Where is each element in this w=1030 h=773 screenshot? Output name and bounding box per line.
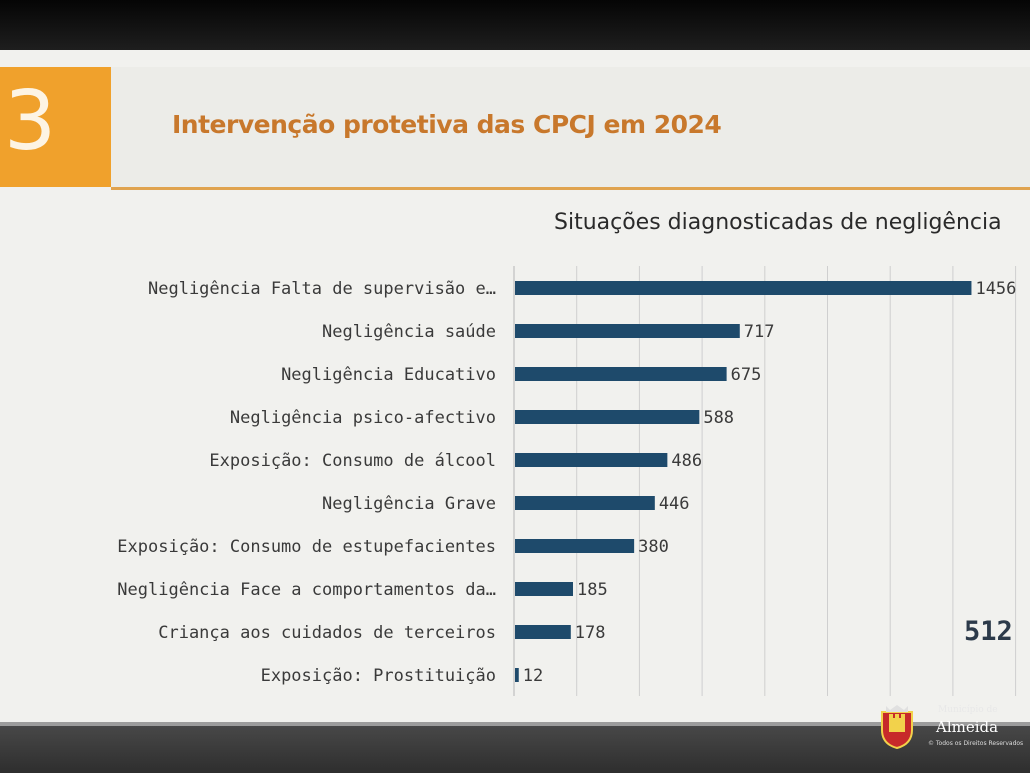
bar (515, 668, 519, 682)
bar (515, 625, 571, 639)
category-label: Negligência Grave (322, 494, 496, 514)
chart-title: Situações diagnosticadas de negligência (554, 210, 1002, 235)
category-label: Exposição: Prostituição (261, 666, 496, 686)
coat-of-arms-icon (881, 705, 913, 750)
bar (515, 367, 727, 381)
municipality-logo: Município de Almeida © Todos os Direitos… (872, 700, 1024, 760)
bar (515, 281, 972, 295)
data-label: 178 (575, 623, 606, 643)
data-label: 446 (659, 494, 690, 514)
bar (515, 539, 635, 553)
data-label: 12 (523, 666, 543, 686)
category-label: Negligência psico-afectivo (230, 408, 496, 428)
section-number: 3 (4, 74, 57, 169)
stage-edge (0, 722, 1030, 726)
total-count: 512 (964, 616, 1013, 647)
category-label: Negligência Face a comportamentos da… (117, 580, 496, 600)
slide: 3 Intervenção protetiva das CPCJ em 2024… (0, 50, 1030, 722)
slide-header: 3 Intervenção protetiva das CPCJ em 2024 (0, 67, 1030, 190)
category-labels: Negligência Falta de supervisão e… Neglig… (117, 279, 496, 686)
logo-subtitle: Município de (938, 705, 998, 715)
data-label: 675 (731, 365, 762, 385)
category-label: Negligência Educativo (281, 365, 496, 385)
data-label: 588 (703, 408, 734, 428)
logo-copyright: © Todos os Direitos Reservados (928, 740, 1024, 747)
category-label: Exposição: Consumo de álcool (209, 451, 496, 471)
bar (515, 582, 573, 596)
data-label: 380 (638, 537, 669, 557)
section-number-box: 3 (0, 67, 111, 187)
logo-name: Almeida (936, 718, 999, 736)
floor-background (0, 722, 1030, 773)
header-divider (111, 187, 1030, 190)
category-label: Negligência saúde (322, 322, 496, 342)
data-label: 717 (744, 322, 775, 342)
bar (515, 496, 655, 510)
slide-title: Intervenção protetiva das CPCJ em 2024 (172, 110, 722, 139)
value-labels: 1456 717 675 588 486 446 380 185 178 12 (523, 279, 1017, 686)
data-label: 1456 (975, 279, 1016, 299)
bar (515, 324, 740, 338)
data-label: 185 (577, 580, 608, 600)
bars (515, 281, 972, 682)
bar (515, 453, 668, 467)
bar (515, 410, 700, 424)
bar-chart: Negligência Falta de supervisão e… Neglig… (117, 266, 1017, 696)
background-top (0, 0, 1030, 50)
category-label: Negligência Falta de supervisão e… (148, 279, 496, 299)
category-label: Criança aos cuidados de terceiros (158, 623, 496, 643)
data-label: 486 (671, 451, 702, 471)
category-label: Exposição: Consumo de estupefacientes (117, 537, 496, 557)
